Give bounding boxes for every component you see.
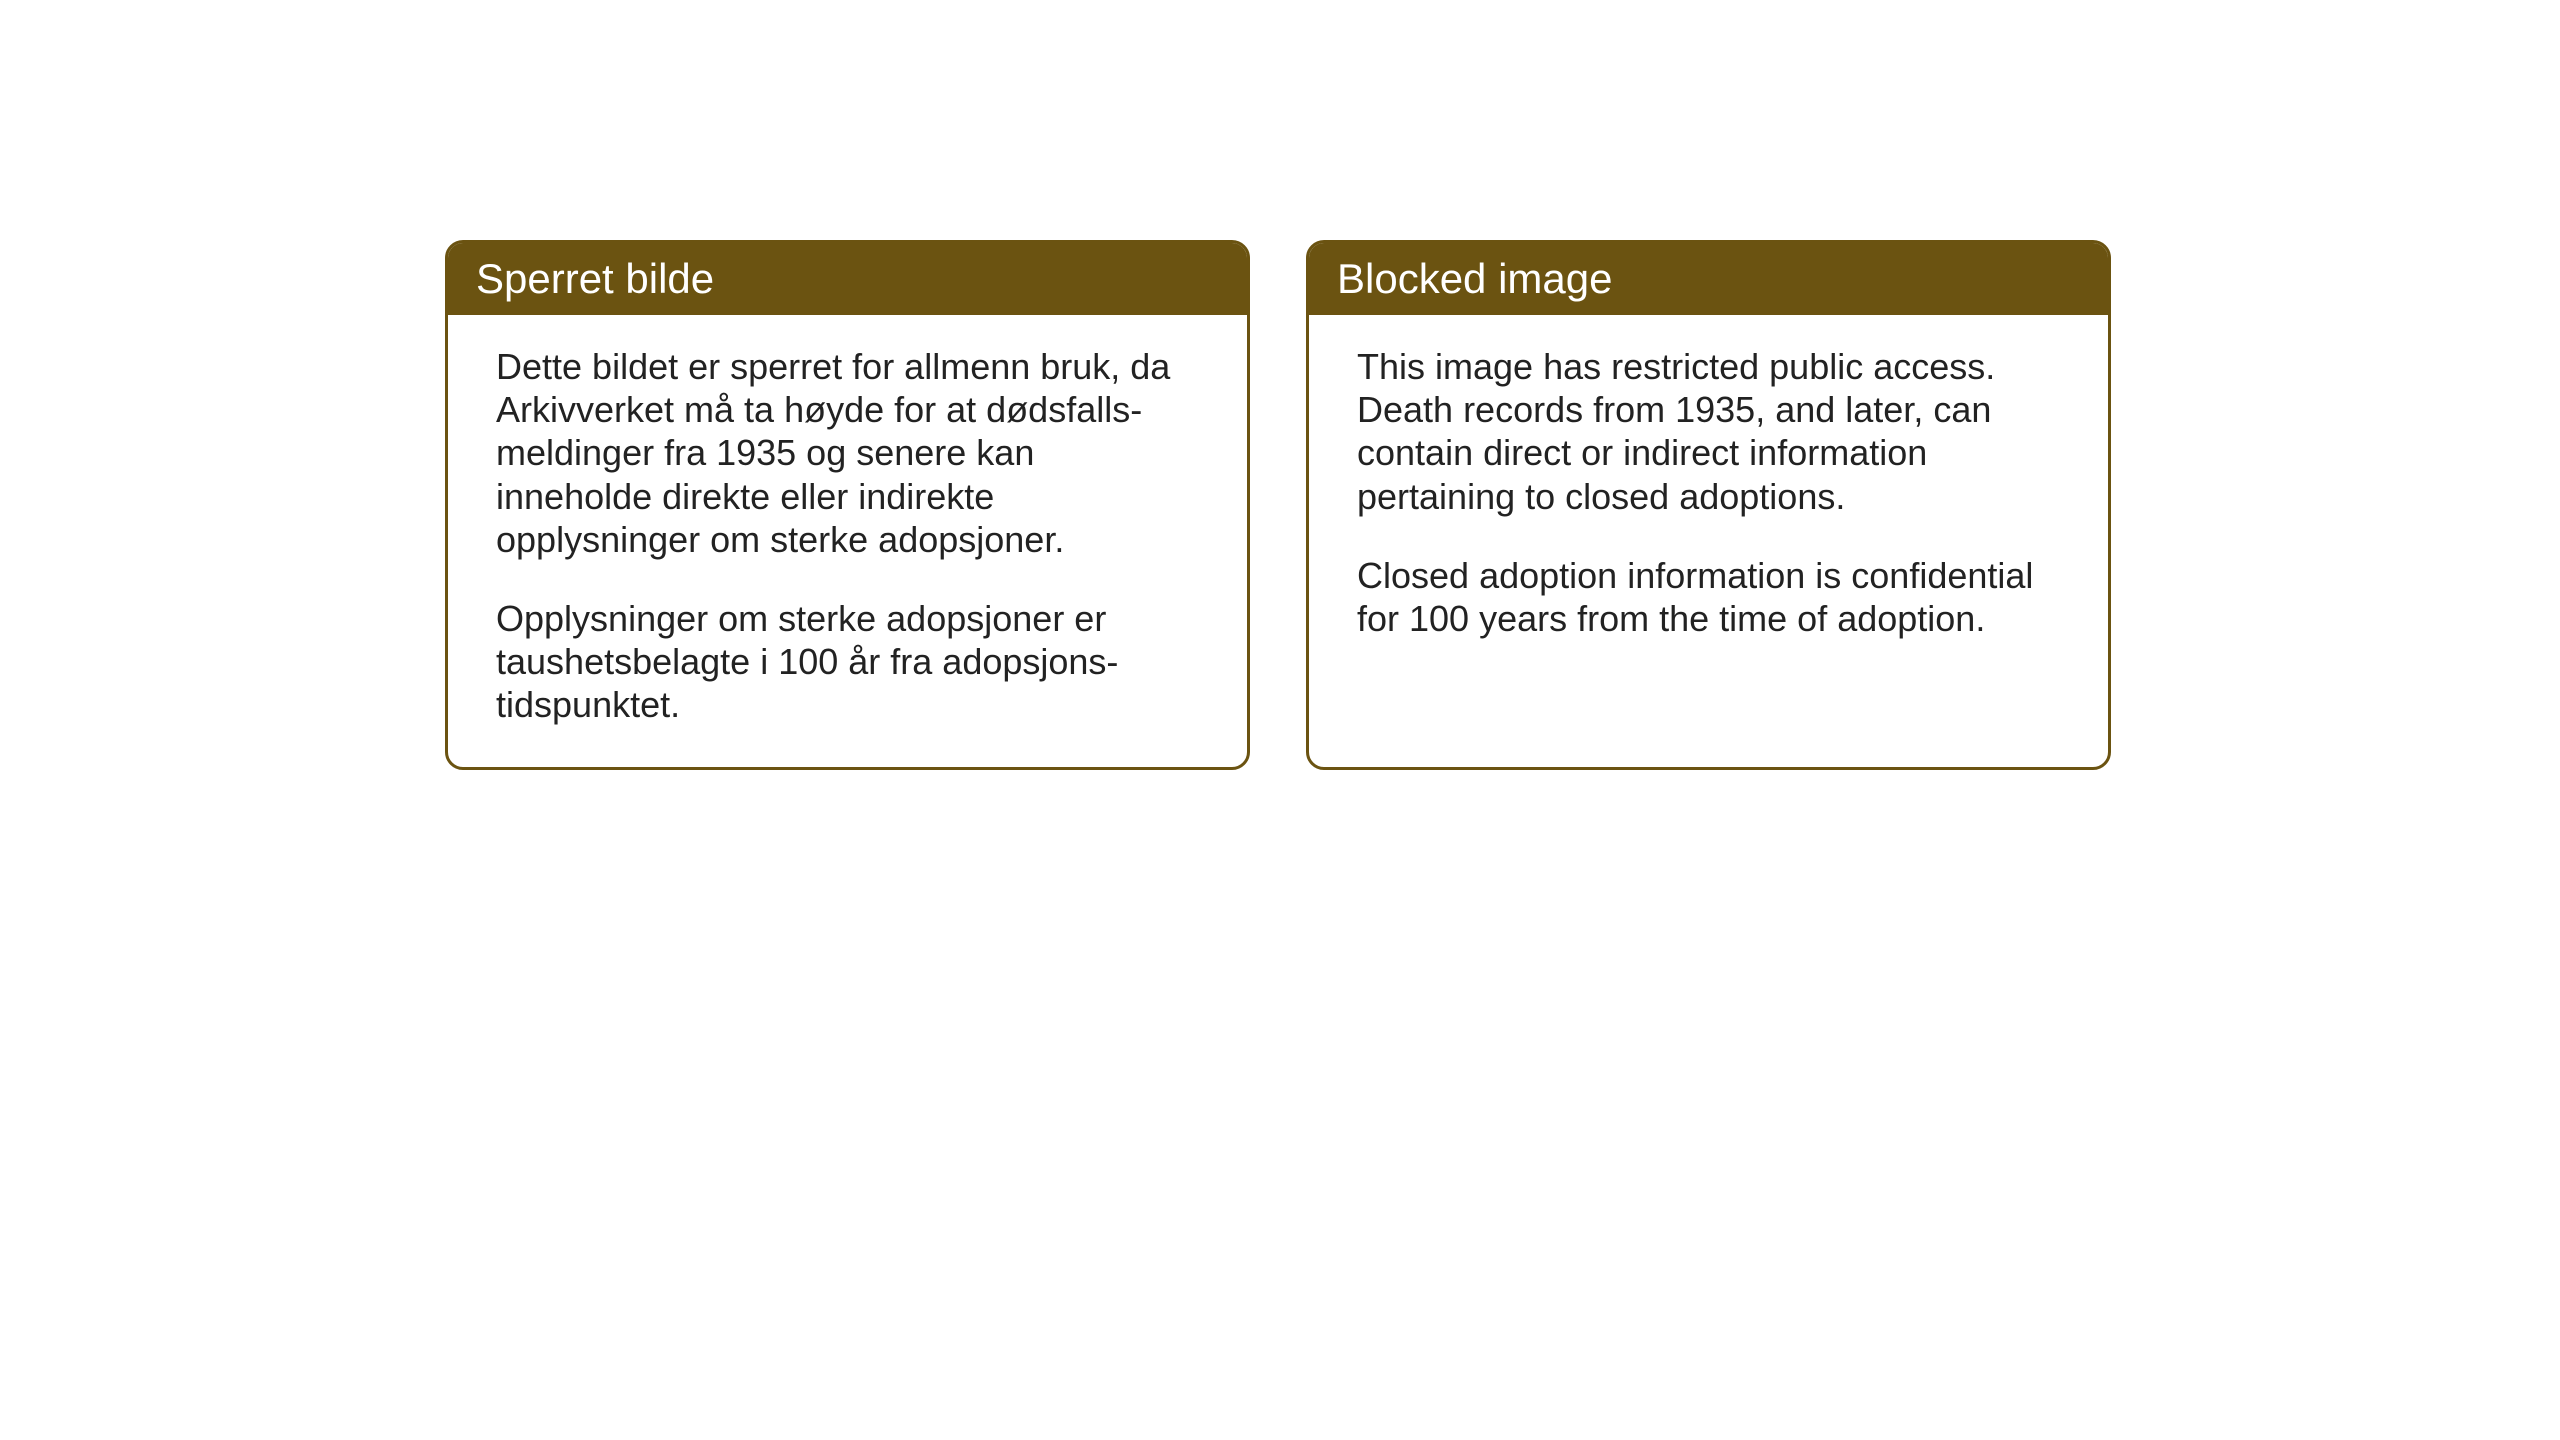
english-paragraph-2: Closed adoption information is confident… bbox=[1357, 554, 2060, 640]
norwegian-card-title: Sperret bilde bbox=[448, 243, 1247, 315]
english-paragraph-1: This image has restricted public access.… bbox=[1357, 345, 2060, 518]
english-card-body: This image has restricted public access.… bbox=[1309, 315, 2108, 680]
english-notice-card: Blocked image This image has restricted … bbox=[1306, 240, 2111, 770]
norwegian-paragraph-1: Dette bildet er sperret for allmenn bruk… bbox=[496, 345, 1199, 561]
english-card-title: Blocked image bbox=[1309, 243, 2108, 315]
norwegian-notice-card: Sperret bilde Dette bildet er sperret fo… bbox=[445, 240, 1250, 770]
notice-container: Sperret bilde Dette bildet er sperret fo… bbox=[445, 240, 2111, 770]
norwegian-card-body: Dette bildet er sperret for allmenn bruk… bbox=[448, 315, 1247, 767]
norwegian-paragraph-2: Opplysninger om sterke adopsjoner er tau… bbox=[496, 597, 1199, 727]
